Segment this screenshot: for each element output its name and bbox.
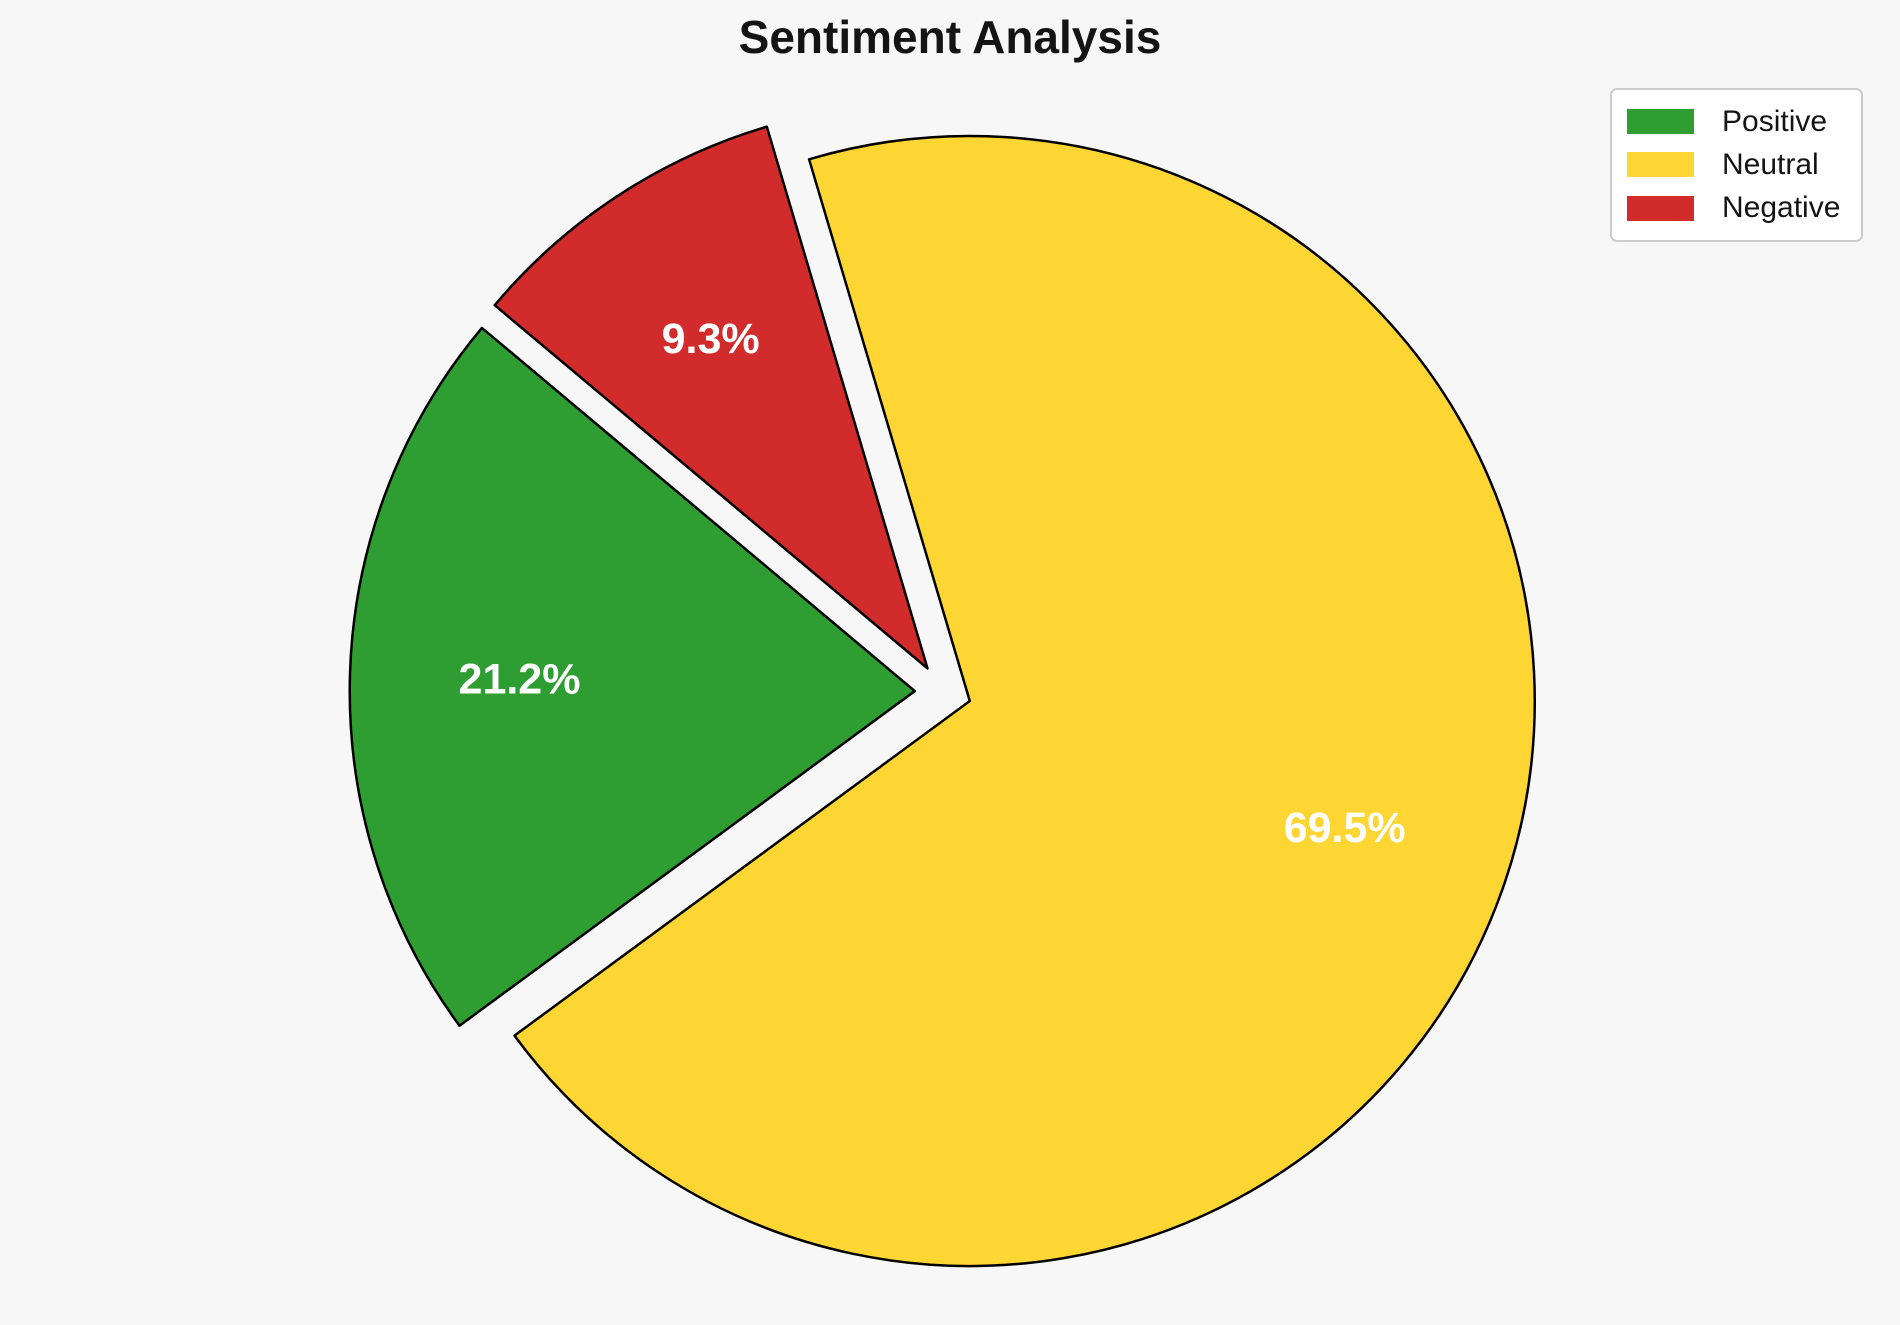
legend-swatch-neutral — [1627, 152, 1694, 178]
pie-slice-negative — [493, 125, 929, 670]
pie-slice-neutral — [513, 134, 1536, 1268]
pie-slice-positive — [348, 326, 917, 1027]
legend-label-positive: Positive — [1722, 104, 1828, 138]
chart-title: Sentiment Analysis — [738, 11, 1162, 63]
legend: Positive Neutral Negative — [1610, 88, 1863, 242]
pct-label-neutral: 69.5% — [1284, 804, 1406, 852]
legend-swatch-positive — [1627, 109, 1694, 135]
legend-item-positive: Positive — [1612, 101, 1861, 143]
legend-label-neutral: Neutral — [1722, 147, 1819, 181]
pct-label-positive: 21.2% — [459, 655, 581, 703]
legend-item-negative: Negative — [1612, 187, 1861, 229]
pct-label-negative: 9.3% — [662, 315, 760, 363]
legend-swatch-negative — [1627, 195, 1694, 221]
legend-label-negative: Negative — [1722, 191, 1841, 225]
legend-item-neutral: Neutral — [1612, 144, 1861, 186]
